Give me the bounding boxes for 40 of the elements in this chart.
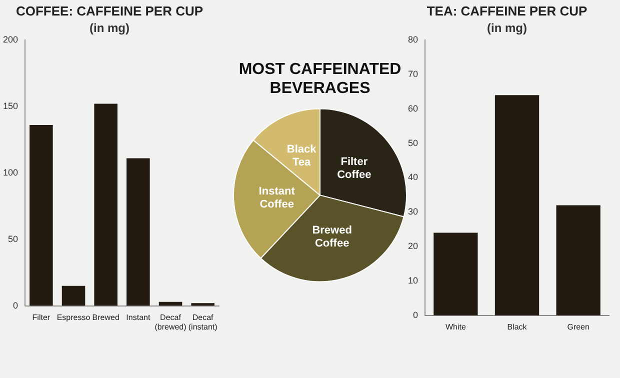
chart-title: TEA: CAFFEINE PER CUP [426, 3, 588, 18]
y-tick-label: 50 [8, 234, 18, 244]
slice-label: Filter Coffee [337, 156, 372, 182]
chart-subtitle: (in mg) [487, 21, 527, 36]
chart-subtitle: (in mg) [90, 21, 130, 36]
y-tick-label: 70 [408, 68, 418, 79]
x-tick-label: Decaf (brewed) [154, 312, 187, 332]
x-tick-label: Instant [126, 312, 151, 322]
y-tick-label: 100 [2, 167, 18, 178]
x-tick-label: Black [507, 322, 528, 332]
y-tick-label: 20 [408, 241, 418, 252]
y-tick-label: 50 [408, 138, 418, 148]
y-tick-label: 60 [408, 103, 418, 114]
y-tick-label: 0 [412, 310, 418, 320]
bar [191, 303, 214, 306]
bar [494, 95, 540, 316]
y-tick-label: 30 [408, 206, 418, 217]
y-tick-label: 150 [2, 100, 18, 111]
y-tick-label: 40 [408, 172, 418, 182]
slice-label: Black Tea [286, 144, 318, 169]
bar [126, 158, 150, 306]
bar [434, 232, 478, 316]
bar [94, 104, 118, 306]
y-tick-label: 80 [408, 34, 418, 44]
x-tick-label: Decaf (instant) [188, 312, 218, 332]
chart-title: COFFEE: CAFFEINE PER CUP [16, 3, 204, 18]
y-tick-label: 0 [13, 300, 18, 310]
x-tick-label: White [445, 322, 466, 332]
y-tick-label: 10 [408, 275, 418, 286]
x-tick-label: Filter [32, 312, 50, 322]
bar [556, 205, 600, 316]
y-tick-label: 200 [2, 34, 18, 44]
bar [62, 286, 86, 306]
x-tick-label: Brewed [92, 312, 120, 322]
x-tick-label: Green [567, 322, 590, 332]
slice-label: Instant Coffee [258, 185, 296, 210]
chart-title: MOST CAFFEINATED BEVERAGES [238, 61, 402, 98]
bar [30, 125, 53, 306]
slice-label: Brewed Coffee [312, 224, 352, 250]
x-tick-label: Espresso [56, 312, 91, 322]
